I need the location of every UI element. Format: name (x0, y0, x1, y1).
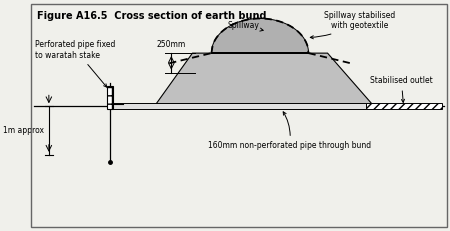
Bar (365, 103, 441, 109)
Bar (110, 103, 365, 109)
Polygon shape (212, 18, 309, 53)
Text: 250mm: 250mm (157, 40, 186, 49)
Text: 160mm non-perforated pipe through bund: 160mm non-perforated pipe through bund (208, 112, 371, 150)
Text: 1m approx: 1m approx (3, 126, 44, 135)
Text: Spillway: Spillway (227, 21, 263, 31)
Text: Spillway stabilised
with geotextile: Spillway stabilised with geotextile (310, 11, 395, 39)
Text: Stabilised outlet: Stabilised outlet (370, 76, 433, 102)
Text: Perforated pipe fixed
to waratah stake: Perforated pipe fixed to waratah stake (36, 40, 116, 87)
Bar (107, 86, 113, 109)
Text: Figure A16.5  Cross section of earth bund: Figure A16.5 Cross section of earth bund (37, 11, 266, 21)
Polygon shape (154, 53, 374, 106)
